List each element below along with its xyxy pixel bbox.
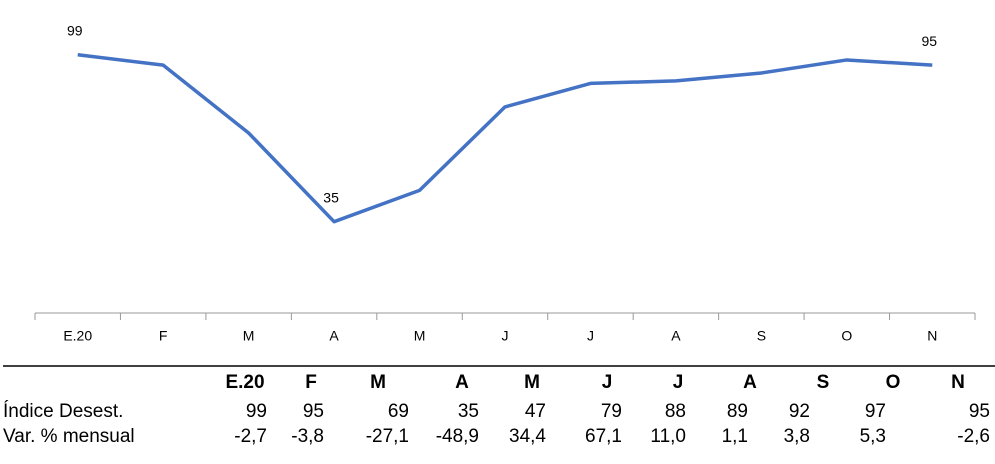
table-cell: 79 [601,401,622,422]
x-tick-label: M [414,328,426,344]
table-cell: 99 [246,401,267,422]
table-cell: 47 [525,401,546,422]
table-cell: 95 [303,401,324,422]
row-label: Var. % mensual [3,426,135,447]
table-header: S [817,372,830,393]
table-cell: 67,1 [585,426,622,447]
table-cell: 92 [789,401,810,422]
table-cell: -3,8 [291,426,324,447]
x-tick-label: S [757,328,766,344]
x-tick-label: N [927,328,937,344]
table-cell: -48,9 [436,426,479,447]
line-series [77,53,933,224]
table-cell: 97 [865,401,886,422]
table-header: E.20 [225,372,264,393]
x-tick-label: A [671,328,681,344]
x-tick-label: E.20 [63,328,92,344]
x-tick-label: A [329,328,339,344]
table-cell: 88 [665,401,686,422]
table-cell: 35 [458,401,479,422]
table-cell: 3,8 [784,426,810,447]
x-tick-label: F [159,328,168,344]
x-tick-label: M [243,328,255,344]
x-tick-label: J [587,328,594,344]
table-header: O [886,372,901,393]
table-cell: -2,7 [234,426,267,447]
table-cell: 95 [969,401,990,422]
table-header: M [370,372,386,393]
data-label: 35 [323,189,339,205]
x-tick-label: O [841,328,852,344]
table-header: J [673,372,684,393]
table-header: M [524,372,540,393]
table-header: F [305,372,317,393]
table-header: A [455,372,469,393]
table-cell: 5,3 [860,426,886,447]
data-label: 95 [921,33,937,49]
table-header: N [951,372,965,393]
table-cell: 34,4 [509,426,546,447]
table-cell: -27,1 [366,426,409,447]
table-cell: -2,6 [957,426,990,447]
data-label: 99 [67,22,83,38]
table-cell: 89 [727,401,748,422]
x-tick-label: J [502,328,509,344]
table-cell: 1,1 [722,426,748,447]
table-header: A [743,372,757,393]
table-header: J [602,372,613,393]
row-label: Índice Desest. [3,401,123,422]
table-cell: 11,0 [650,426,686,447]
table-cell: 69 [388,401,409,422]
